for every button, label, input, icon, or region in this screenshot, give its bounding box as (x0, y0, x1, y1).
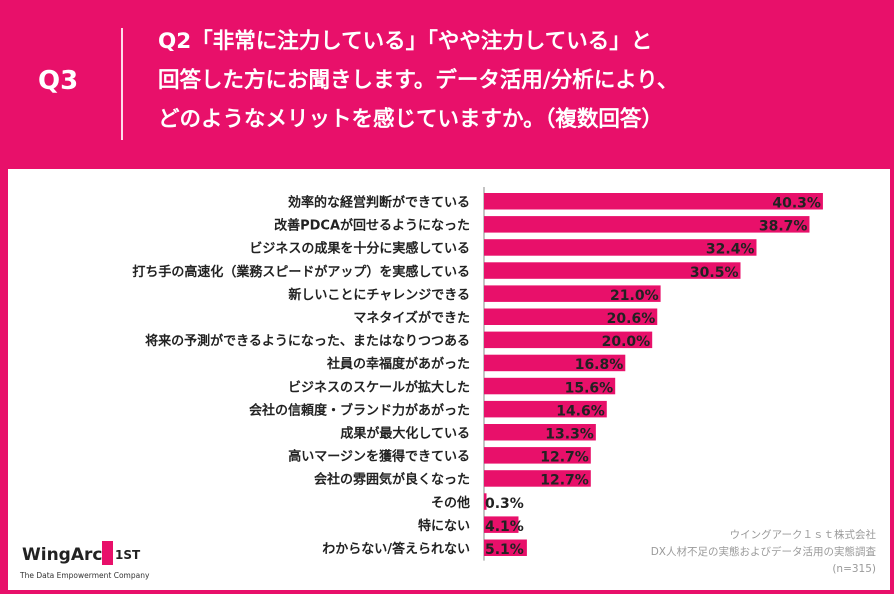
category-label: 新しいことにチャレンジできる (288, 287, 470, 303)
category-label: 会社の雰囲気が良くなった (314, 472, 470, 488)
chart-panel: 効率的な経営判断ができている 40.3% 改善PDCAが回せるようになった 38.7%… (8, 169, 890, 590)
bar (484, 470, 591, 487)
bar (484, 493, 487, 510)
category-label: 社員の幸福度があがった (326, 356, 470, 372)
value-label: 0.3% (485, 496, 524, 512)
bar (484, 424, 596, 441)
source-note: ウイングアーク１ｓｔ株式会社 DX人材不足の実態およびデータ活用の実態調査 (n… (651, 527, 876, 578)
value-label: 15.6% (565, 380, 614, 396)
category-label: 成果が最大化している (340, 426, 470, 442)
category-label: ビジネスの成果を十分に実感している (249, 241, 470, 257)
category-label: 効率的な経営判断ができている (288, 195, 470, 211)
value-label: 40.3% (772, 196, 821, 212)
bar (484, 239, 757, 256)
category-label: 将来の予測ができるようになった、またはなりつつある (145, 333, 470, 349)
source-survey: DX人材不足の実態およびデータ活用の実態調査 (650, 546, 876, 558)
bar (484, 331, 653, 349)
value-label: 12.7% (540, 450, 589, 466)
category-label: 改善PDCAが回せるようになった (274, 218, 470, 234)
value-label: 21.0% (610, 288, 659, 304)
bar (484, 516, 519, 533)
value-label: 20.0% (602, 334, 651, 350)
value-label: 20.6% (607, 311, 656, 327)
source-company: ウイングアーク１ｓｔ株式会社 (729, 529, 876, 541)
bar (484, 262, 741, 279)
value-label: 4.1% (485, 519, 524, 535)
bar (484, 377, 616, 395)
bar (484, 354, 626, 372)
source-sample: (n=315) (832, 563, 876, 575)
bar (484, 400, 607, 418)
question-line: どのようなメリットを感じていますか。（複数回答） (158, 107, 663, 132)
logo-mark-text: 1ST (115, 548, 141, 562)
bar (484, 539, 527, 556)
value-label: 30.5% (690, 265, 739, 281)
value-label: 32.4% (706, 242, 755, 258)
header-divider (121, 28, 123, 140)
category-label: マネタイズができた (353, 310, 470, 326)
bar (484, 285, 661, 302)
question-text: Q2「非常に注力している」「やや注力している」と 回答した方にお聞きします。デー… (158, 22, 678, 139)
value-label: 38.7% (759, 219, 808, 235)
question-id: Q3 (38, 66, 79, 96)
logo-red-block (102, 541, 113, 565)
bar (484, 447, 591, 464)
wingarc-logo: WingArc 1ST The Data Empowerment Company (20, 535, 150, 583)
question-header: Q3 Q2「非常に注力している」「やや注力している」と 回答した方にお聞きします… (0, 0, 894, 168)
category-label: わからない/答えられない (322, 541, 470, 557)
value-label: 16.8% (575, 357, 624, 373)
value-label: 12.7% (540, 473, 589, 489)
category-label: 会社の信頼度・ブランド力があがった (249, 402, 470, 418)
category-label: ビジネスのスケールが拡大した (288, 379, 470, 395)
logo-mark: WingArc 1ST (22, 541, 141, 565)
category-label: 打ち手の高速化（業務スピードがアップ）を実感している (132, 264, 470, 280)
logo-tagline: The Data Empowerment Company (20, 571, 150, 580)
category-label: 特にない (418, 518, 470, 534)
category-label: その他 (431, 495, 470, 511)
logo-name: WingArc (22, 545, 102, 565)
bar-chart: 効率的な経営判断ができている 40.3% 改善PDCAが回せるようになった 38.7%… (132, 187, 823, 561)
question-line: 回答した方にお聞きします。データ活用/分析により、 (158, 68, 679, 93)
value-label: 5.1% (485, 542, 524, 558)
bar (484, 216, 810, 233)
category-label: 高いマージンを獲得できている (288, 449, 470, 465)
question-line: Q2「非常に注力している」「やや注力している」と (158, 29, 653, 54)
value-label: 13.3% (545, 427, 594, 443)
value-label: 14.6% (556, 403, 605, 419)
bar (484, 308, 658, 325)
bar (484, 193, 823, 210)
